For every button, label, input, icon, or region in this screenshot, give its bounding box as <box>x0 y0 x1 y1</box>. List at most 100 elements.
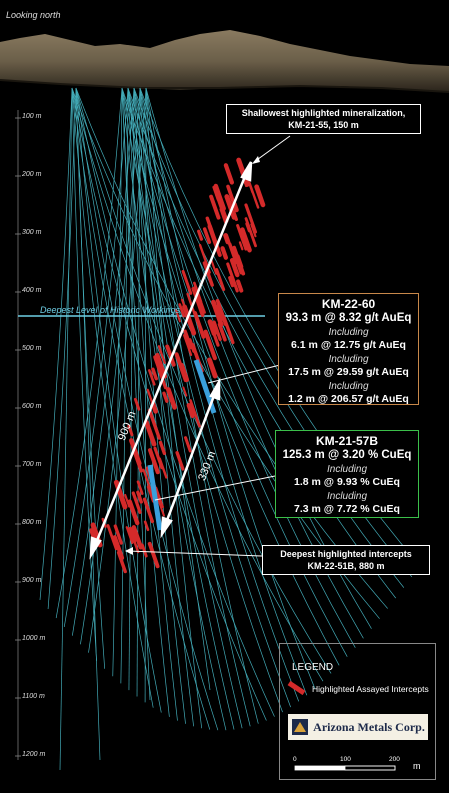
box60-inc3: 1.2 m @ 206.57 g/t AuEq <box>288 393 409 405</box>
intercept-segment <box>183 329 193 350</box>
intercept-segment <box>184 436 192 453</box>
intercept-segment <box>178 303 186 318</box>
intercept-segment <box>127 424 134 437</box>
drill-trace <box>127 87 405 588</box>
intercept-segment <box>210 326 220 347</box>
intercept-segment <box>228 276 235 288</box>
intercept-segment <box>131 525 144 550</box>
drill-trace <box>71 87 154 708</box>
depth-label: 900 m <box>22 577 42 584</box>
intercept-segment <box>165 344 176 367</box>
intercept-segment <box>226 262 239 293</box>
logo-mark-icon <box>292 719 309 735</box>
intercept-segment <box>215 298 228 327</box>
intercept-segment <box>127 499 140 526</box>
box57-main: 125.3 m @ 3.20 % CuEq <box>282 449 412 461</box>
drill-trace <box>112 87 123 677</box>
intercept-segment <box>232 251 243 275</box>
drill-trace <box>128 87 135 691</box>
intercept-segment <box>158 440 167 456</box>
box60-including-3: Including <box>328 380 369 392</box>
intercept-segment <box>197 229 204 241</box>
drill-trace <box>39 87 73 601</box>
box60-including-1: Including <box>328 326 369 338</box>
intercept-segment <box>183 334 193 357</box>
intercept-segment <box>217 322 227 342</box>
callout-deepest: Deepest highlighted intercepts KM-22-51B… <box>262 545 430 575</box>
intercept-segment <box>212 320 222 341</box>
drill-trace <box>145 87 259 724</box>
drill-trace <box>133 87 356 648</box>
drill-trace <box>71 87 211 730</box>
intercept-segment <box>147 541 160 569</box>
intercept-segment <box>211 299 224 327</box>
intercept-segment <box>144 420 157 447</box>
drill-trace <box>75 87 275 717</box>
intercept-segment <box>203 329 217 361</box>
drill-trace <box>75 87 332 674</box>
intercept-segment <box>136 490 143 504</box>
intercept-segment <box>181 269 193 295</box>
callout-bottom-pointer <box>127 550 263 557</box>
intercept-segment <box>180 298 187 311</box>
intercept-segment <box>229 257 240 278</box>
drill-trace <box>127 87 178 721</box>
intercept-segment <box>236 157 250 187</box>
intercept-segment <box>220 246 229 260</box>
intercept-segment <box>209 194 221 220</box>
depth-label: 100 m <box>22 113 42 120</box>
scale-tick-200: 200 <box>389 756 400 763</box>
depth-label: 500 m <box>22 345 42 352</box>
intercept-segment <box>213 183 226 211</box>
highlight-hole-km2157b <box>147 464 163 531</box>
box60-including-2: Including <box>328 353 369 365</box>
historic-workings-label: Deepest Level of Historic Workings <box>40 305 181 315</box>
intercept-segment <box>182 386 188 397</box>
intercept-segment <box>235 254 244 269</box>
view-direction-label: Looking north <box>6 10 61 20</box>
intercept-segment <box>155 486 164 509</box>
intercept-segment <box>191 286 205 317</box>
drill-trace <box>55 87 123 619</box>
intercept-segment <box>142 468 153 494</box>
callout-shallowest-line2: KM-21-55, 150 m <box>288 120 359 130</box>
intercept-segment <box>202 227 212 245</box>
intercept-segment <box>189 399 201 428</box>
callout-deepest-line2: KM-22-51B, 880 m <box>307 561 385 571</box>
intercept-segment <box>244 217 257 248</box>
box60-inc1: 6.1 m @ 12.75 g/t AuEq <box>291 339 406 351</box>
intercept-segment <box>236 279 244 293</box>
company-logo: Arizona Metals Corp. <box>288 714 428 740</box>
intercept-segment <box>112 535 125 560</box>
drill-trace <box>127 87 235 730</box>
intercept-segment <box>232 210 238 222</box>
depth-label: 200 m <box>22 171 42 178</box>
intercept-segment <box>133 397 141 411</box>
assay-box-km2157b: KM-21-57B 125.3 m @ 3.20 % CuEq Includin… <box>275 430 419 518</box>
intercept-segment <box>186 403 195 419</box>
logo-text: Arizona Metals Corp. <box>313 719 425 734</box>
intercept-segment <box>193 311 206 339</box>
drill-trace <box>121 87 170 717</box>
drill-trace <box>127 87 348 657</box>
intercept-segment <box>143 520 150 532</box>
terrain-surface <box>0 30 449 92</box>
intercept-segment <box>207 357 218 379</box>
drill-trace <box>121 87 227 731</box>
depth-label: 400 m <box>22 287 42 294</box>
intercept-segment <box>127 526 137 543</box>
legend-title: LEGEND <box>292 662 334 673</box>
depth-tickmarks <box>15 117 21 757</box>
intercept-segments <box>89 157 266 574</box>
drill-trace <box>139 87 251 727</box>
arrow-900m <box>89 161 253 560</box>
intercept-segment <box>155 352 168 379</box>
intercept-segment <box>136 480 144 495</box>
intercept-segment <box>148 448 160 475</box>
drill-trace <box>80 87 141 645</box>
intercept-segment <box>226 184 237 206</box>
intercept-segment <box>106 524 118 551</box>
intercept-segment <box>210 259 218 275</box>
box57-hole: KM-21-57B <box>315 434 378 448</box>
legend-panel: LEGEND Highlighted Assayed Intercepts Ar… <box>279 643 436 780</box>
